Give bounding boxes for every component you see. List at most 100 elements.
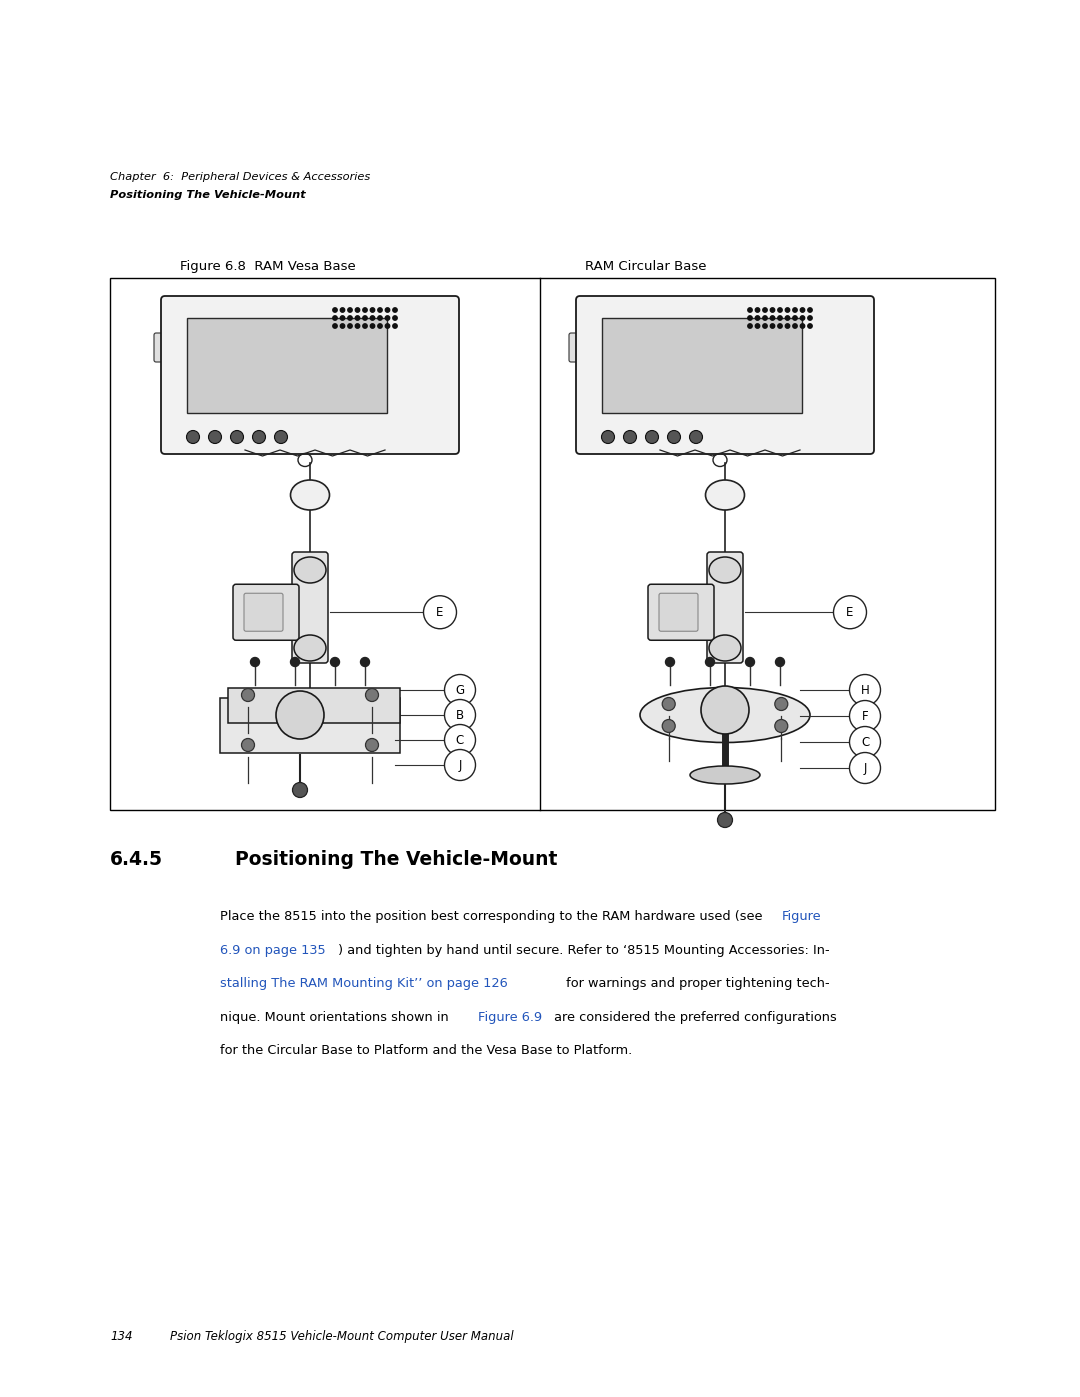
Text: RAM Circular Base: RAM Circular Base — [585, 260, 706, 272]
Ellipse shape — [291, 481, 329, 510]
Text: B: B — [456, 708, 464, 721]
FancyBboxPatch shape — [161, 296, 459, 454]
Text: Figure 6.8  RAM Vesa Base: Figure 6.8 RAM Vesa Base — [180, 260, 355, 272]
FancyBboxPatch shape — [648, 584, 714, 640]
FancyBboxPatch shape — [569, 332, 582, 362]
Bar — [110, 278, 995, 810]
Circle shape — [445, 700, 475, 731]
Circle shape — [363, 316, 367, 320]
Circle shape — [348, 324, 352, 328]
Text: C: C — [861, 735, 869, 749]
Text: Chapter  6:  Peripheral Devices & Accessories: Chapter 6: Peripheral Devices & Accessor… — [110, 172, 370, 182]
Circle shape — [386, 324, 390, 328]
Ellipse shape — [705, 481, 744, 510]
Circle shape — [370, 316, 375, 320]
Circle shape — [689, 430, 702, 443]
FancyBboxPatch shape — [576, 296, 874, 454]
FancyBboxPatch shape — [707, 552, 743, 664]
Circle shape — [762, 324, 767, 328]
Circle shape — [370, 307, 375, 312]
Circle shape — [800, 307, 805, 312]
Circle shape — [808, 324, 812, 328]
Text: Figure 6.9: Figure 6.9 — [478, 1010, 542, 1024]
Circle shape — [365, 689, 378, 701]
Circle shape — [293, 782, 308, 798]
FancyBboxPatch shape — [233, 584, 299, 640]
FancyBboxPatch shape — [228, 687, 400, 724]
Circle shape — [770, 324, 774, 328]
Circle shape — [393, 307, 397, 312]
Circle shape — [755, 324, 759, 328]
Circle shape — [717, 813, 732, 827]
Circle shape — [208, 430, 221, 443]
Ellipse shape — [690, 766, 760, 784]
Text: F: F — [862, 710, 868, 722]
Circle shape — [370, 324, 375, 328]
Circle shape — [850, 675, 880, 705]
Circle shape — [800, 316, 805, 320]
Text: Figure: Figure — [782, 909, 822, 923]
Text: Place the 8515 into the position best corresponding to the RAM hardware used (se: Place the 8515 into the position best co… — [220, 909, 767, 923]
Circle shape — [662, 719, 675, 732]
FancyBboxPatch shape — [220, 697, 400, 753]
Circle shape — [800, 324, 805, 328]
Circle shape — [333, 324, 337, 328]
Circle shape — [423, 595, 457, 629]
Circle shape — [850, 726, 880, 757]
Circle shape — [355, 316, 360, 320]
Text: H: H — [861, 683, 869, 697]
Circle shape — [785, 324, 789, 328]
Circle shape — [755, 316, 759, 320]
Circle shape — [386, 316, 390, 320]
Circle shape — [762, 316, 767, 320]
Circle shape — [785, 307, 789, 312]
Text: 134: 134 — [110, 1330, 133, 1343]
Bar — [602, 319, 802, 414]
Circle shape — [333, 307, 337, 312]
Ellipse shape — [708, 636, 741, 661]
Circle shape — [242, 739, 255, 752]
Circle shape — [747, 324, 752, 328]
Text: G: G — [456, 683, 464, 697]
Text: stalling The RAM Mounting Kit’’ on page 126: stalling The RAM Mounting Kit’’ on page … — [220, 977, 508, 990]
Circle shape — [850, 753, 880, 784]
Circle shape — [365, 739, 378, 752]
Text: E: E — [436, 606, 444, 619]
Circle shape — [705, 658, 715, 666]
Circle shape — [785, 316, 789, 320]
Text: Positioning The Vehicle-Mount: Positioning The Vehicle-Mount — [110, 190, 306, 200]
Circle shape — [276, 692, 324, 739]
Circle shape — [445, 725, 475, 756]
Circle shape — [393, 324, 397, 328]
Circle shape — [667, 430, 680, 443]
Ellipse shape — [640, 687, 810, 742]
Circle shape — [755, 307, 759, 312]
FancyBboxPatch shape — [244, 594, 283, 631]
Circle shape — [274, 430, 287, 443]
Circle shape — [834, 595, 866, 629]
Circle shape — [662, 697, 675, 711]
Text: Positioning The Vehicle-Mount: Positioning The Vehicle-Mount — [235, 849, 557, 869]
Circle shape — [646, 430, 659, 443]
Circle shape — [355, 307, 360, 312]
Text: ) and tighten by hand until secure. Refer to ‘8515 Mounting Accessories: In-: ) and tighten by hand until secure. Refe… — [338, 943, 829, 957]
Ellipse shape — [294, 557, 326, 583]
Text: C: C — [456, 733, 464, 746]
Circle shape — [762, 307, 767, 312]
Circle shape — [348, 316, 352, 320]
Text: J: J — [458, 759, 461, 771]
Circle shape — [393, 316, 397, 320]
Circle shape — [793, 316, 797, 320]
Circle shape — [333, 316, 337, 320]
Circle shape — [340, 316, 345, 320]
Circle shape — [775, 658, 784, 666]
Circle shape — [361, 658, 369, 666]
Circle shape — [770, 307, 774, 312]
Text: nique. Mount orientations shown in: nique. Mount orientations shown in — [220, 1010, 453, 1024]
Circle shape — [378, 307, 382, 312]
Ellipse shape — [708, 557, 741, 583]
Circle shape — [665, 658, 675, 666]
Circle shape — [808, 316, 812, 320]
Circle shape — [774, 697, 787, 711]
Circle shape — [701, 686, 750, 733]
